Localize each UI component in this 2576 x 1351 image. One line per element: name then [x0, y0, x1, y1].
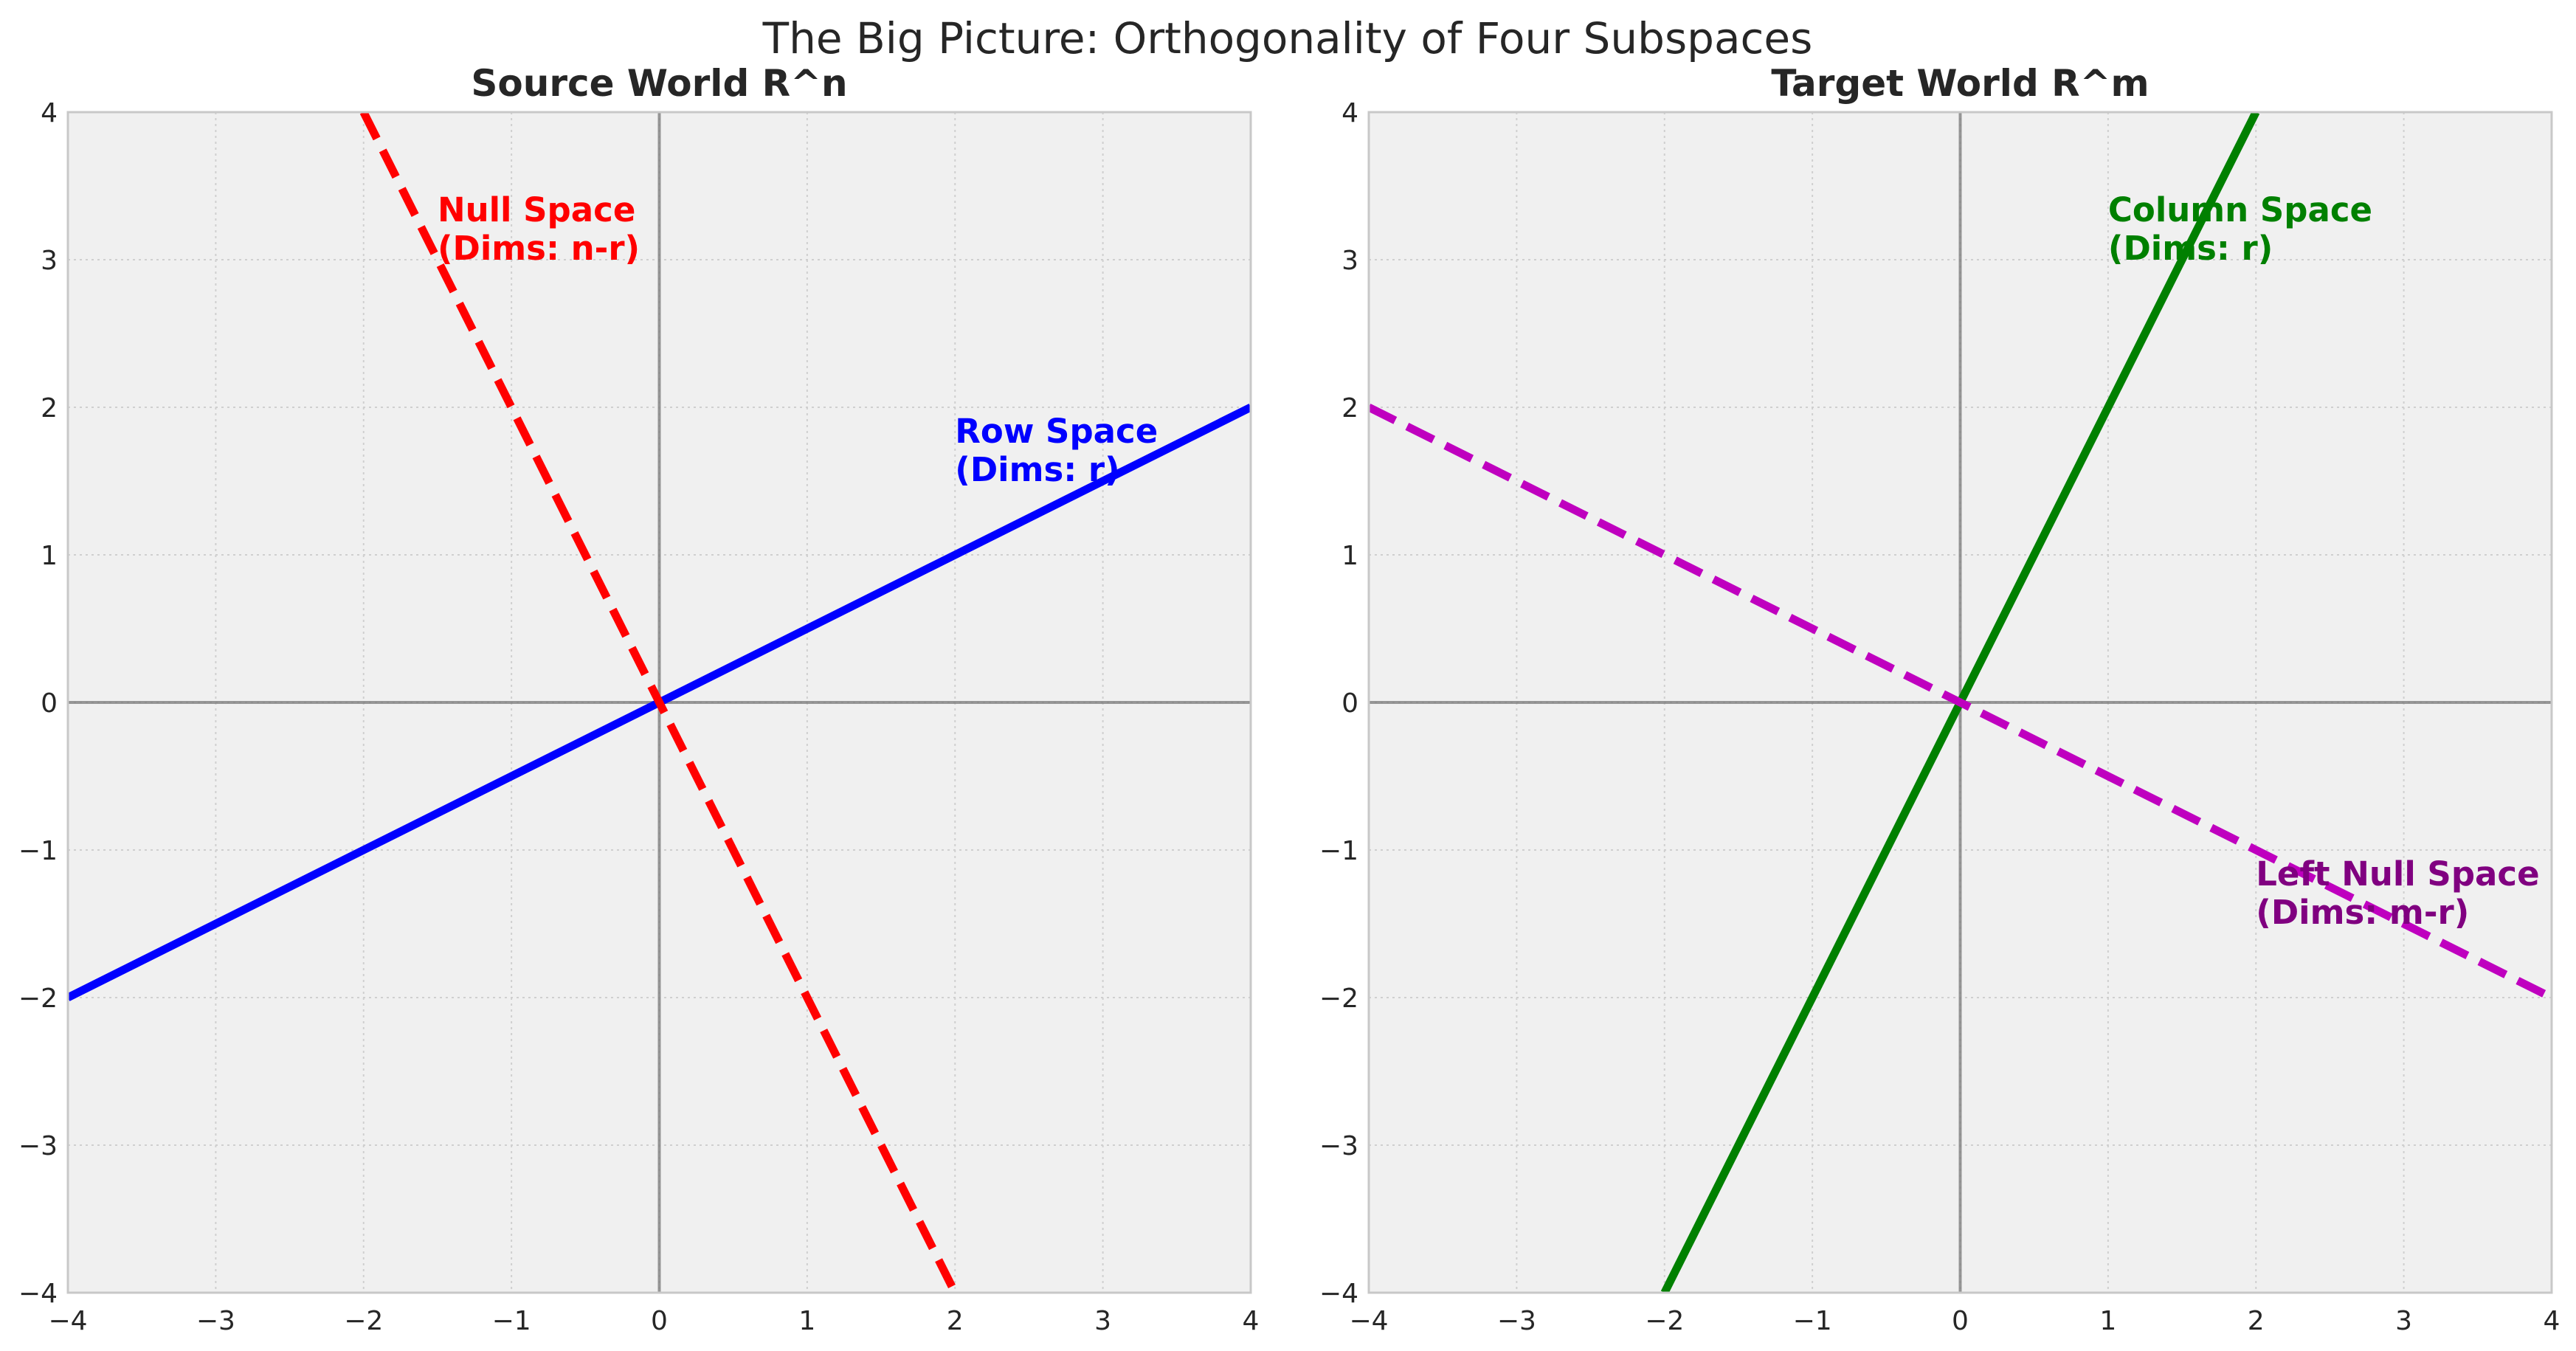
annotation-line: Row Space [955, 412, 1158, 451]
series-line-2 [1369, 404, 2552, 1001]
y-tick-label: −3 [18, 1131, 58, 1161]
y-tick-label: 4 [1341, 98, 1358, 128]
y-tick-label: 3 [41, 246, 58, 276]
annotation-line: Column Space [2108, 190, 2372, 229]
x-tick-label: 0 [651, 1306, 668, 1336]
x-tick-label: 3 [1094, 1306, 1111, 1336]
subplot-title: Source World R^n [471, 62, 847, 105]
subplot-title: Target World R^m [1771, 62, 2149, 105]
y-tick-label: −3 [1319, 1131, 1358, 1161]
y-tick-label: 3 [1341, 246, 1358, 276]
axes-frame [66, 111, 1252, 1294]
annotation-1: Column Space (Dims: r) [2108, 190, 2372, 268]
x-tick-label: 0 [1952, 1306, 1969, 1336]
x-tick-label: −1 [492, 1306, 531, 1336]
x-tick-label: −3 [1497, 1306, 1536, 1336]
y-tick-label: −2 [18, 984, 58, 1014]
x-tick-label: 3 [2395, 1306, 2412, 1336]
figure-title: The Big Picture: Orthogonality of Four S… [762, 13, 1813, 63]
x-tick-label: 2 [947, 1306, 964, 1336]
x-tick-label: −4 [48, 1306, 87, 1336]
y-tick-label: 2 [41, 393, 58, 424]
annotation-line: (Dims: r) [2108, 229, 2273, 268]
annotation-line: (Dims: r) [955, 450, 1119, 489]
y-tick-label: 0 [41, 688, 58, 719]
y-tick-label: 0 [1341, 688, 1358, 719]
x-tick-label: −4 [1349, 1306, 1388, 1336]
y-tick-label: −1 [18, 836, 58, 866]
y-tick-label: 1 [41, 541, 58, 571]
series-line-2 [359, 112, 959, 1293]
x-tick-label: 4 [1243, 1306, 1260, 1336]
x-tick-label: 1 [2099, 1306, 2116, 1336]
x-tick-label: −2 [344, 1306, 383, 1336]
x-tick-label: 4 [2544, 1306, 2561, 1336]
y-tick-label: −4 [18, 1279, 58, 1309]
annotation-line: (Dims: n-r) [438, 229, 640, 268]
annotation-2: Null Space (Dims: n-r) [438, 190, 640, 268]
subplot-2: Column Space (Dims: r)Left Null Space (Dim… [1319, 62, 2561, 1336]
x-tick-label: 2 [2248, 1306, 2265, 1336]
y-tick-label: 4 [41, 98, 58, 128]
subplot-1: Row Space (Dims: r) Null Space (Dims: n-r) −… [18, 62, 1260, 1336]
annotation-line: Null Space [438, 190, 635, 229]
y-tick-label: −1 [1319, 836, 1358, 866]
y-tick-label: 2 [1341, 393, 1358, 424]
x-tick-label: −3 [196, 1306, 235, 1336]
y-tick-label: 1 [1341, 541, 1358, 571]
annotation-1: Row Space (Dims: r) [955, 412, 1158, 489]
annotation-line: (Dims: m-r) [2256, 893, 2469, 932]
y-tick-label: −4 [1319, 1279, 1358, 1309]
annotation-line: Left Null Space [2256, 854, 2539, 894]
annotation-2: Left Null Space (Dims: m-r) [2256, 854, 2539, 932]
x-tick-label: −2 [1645, 1306, 1684, 1336]
x-tick-label: −1 [1793, 1306, 1832, 1336]
x-tick-label: 1 [798, 1306, 815, 1336]
y-tick-label: −2 [1319, 984, 1358, 1014]
axes-frame [1367, 111, 2553, 1294]
